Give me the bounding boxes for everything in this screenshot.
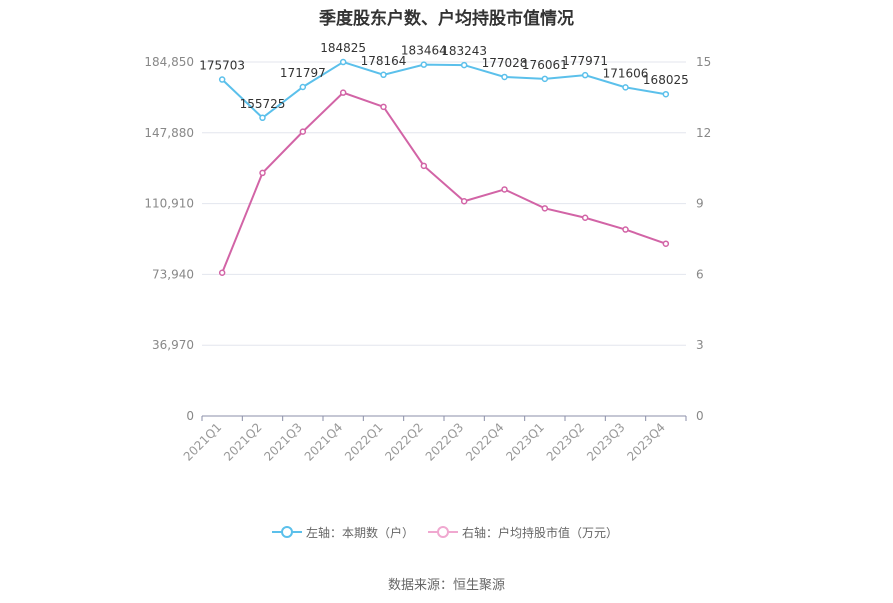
left-axis-tick-label: 184,850: [144, 55, 194, 69]
right-axis-tick-label: 0: [696, 409, 704, 423]
series-point-left: [299, 83, 307, 91]
chart-title: 季度股东户数、户均持股市值情况: [319, 9, 574, 29]
x-axis-tick-label: 2022Q2: [382, 420, 426, 464]
series-point-left: [662, 90, 670, 98]
legend-label-left-series: 左轴：本期数（户）: [306, 525, 415, 540]
data-label: 183243: [441, 44, 487, 58]
series-point-left: [622, 84, 629, 91]
x-axis-tick-label: 2021Q4: [302, 420, 346, 464]
x-axis-tick-label: 2023Q3: [584, 420, 628, 464]
right-axis-tick-label: 15: [696, 55, 711, 69]
series-point-right: [259, 169, 266, 177]
series-point-right: [501, 186, 508, 193]
left-axis-tick-label: 73,940: [152, 267, 194, 281]
data-label: 168025: [643, 73, 689, 87]
series-point-left: [420, 61, 428, 68]
series-line-left: [221, 60, 667, 120]
x-axis-tick-label: 2023Q1: [503, 420, 547, 464]
series-point-right: [662, 240, 670, 247]
legend-marker-right-series: [428, 525, 458, 539]
series-point-left: [259, 114, 266, 122]
series-point-right: [460, 197, 468, 205]
series-line-right: [221, 91, 667, 274]
left-axis-tick-label: 110,910: [144, 197, 194, 211]
series-point-left: [460, 61, 468, 69]
source-note: 数据来源：恒生聚源: [387, 578, 505, 593]
series-point-left: [380, 71, 387, 79]
data-label: 183464: [401, 44, 447, 58]
series-point-left: [218, 76, 226, 83]
data-label: 171606: [603, 66, 649, 80]
series-point-left: [339, 58, 347, 66]
right-axis-tick-label: 3: [696, 338, 704, 352]
legend-label-right-series: 右轴：户均持股市值（万元）: [462, 525, 619, 540]
series-point-right: [380, 103, 387, 111]
series-point-right: [622, 226, 629, 233]
series-point-right: [541, 205, 549, 212]
series-point-right: [339, 89, 347, 96]
data-label: 177028: [482, 56, 528, 70]
series-point-right: [581, 214, 589, 222]
legend-right-series[interactable]: 右轴：户均持股市值（万元）: [428, 522, 618, 542]
x-axis-tick-label: 2021Q3: [261, 420, 305, 464]
left-axis-tick-label: 0: [186, 409, 194, 423]
series-point-right: [218, 269, 226, 276]
data-label: 155725: [240, 97, 286, 111]
series-point-left: [581, 71, 589, 79]
data-label: 176061: [522, 58, 568, 72]
right-axis-tick-label: 6: [696, 267, 704, 281]
data-label: 178164: [361, 54, 407, 68]
right-axis-tick-label: 12: [696, 126, 711, 140]
x-axis-tick-label: 2022Q4: [463, 420, 507, 464]
x-axis-tick-label: 2022Q3: [423, 420, 467, 464]
x-axis-tick-label: 2023Q4: [624, 420, 668, 464]
series-point-right: [299, 128, 307, 135]
x-axis-tick-label: 2023Q2: [544, 420, 588, 464]
data-label: 177971: [562, 54, 608, 68]
legend-left-series[interactable]: 左轴：本期数（户）: [272, 522, 414, 542]
x-axis-tick-label: 2022Q1: [342, 420, 386, 464]
series-point-left: [541, 75, 549, 83]
right-axis-tick-label: 9: [696, 197, 704, 211]
data-label: 184825: [320, 41, 366, 55]
series-point-right: [420, 162, 428, 170]
left-axis-tick-label: 36,970: [152, 338, 194, 352]
x-axis-tick-label: 2021Q2: [221, 420, 265, 464]
left-axis-tick-label: 147,880: [144, 126, 194, 140]
legend-marker-left-series: [272, 525, 302, 539]
x-axis-tick-label: 2021Q1: [181, 420, 225, 464]
data-label: 175703: [199, 59, 245, 73]
data-label: 171797: [280, 66, 326, 80]
series-point-left: [501, 73, 508, 81]
